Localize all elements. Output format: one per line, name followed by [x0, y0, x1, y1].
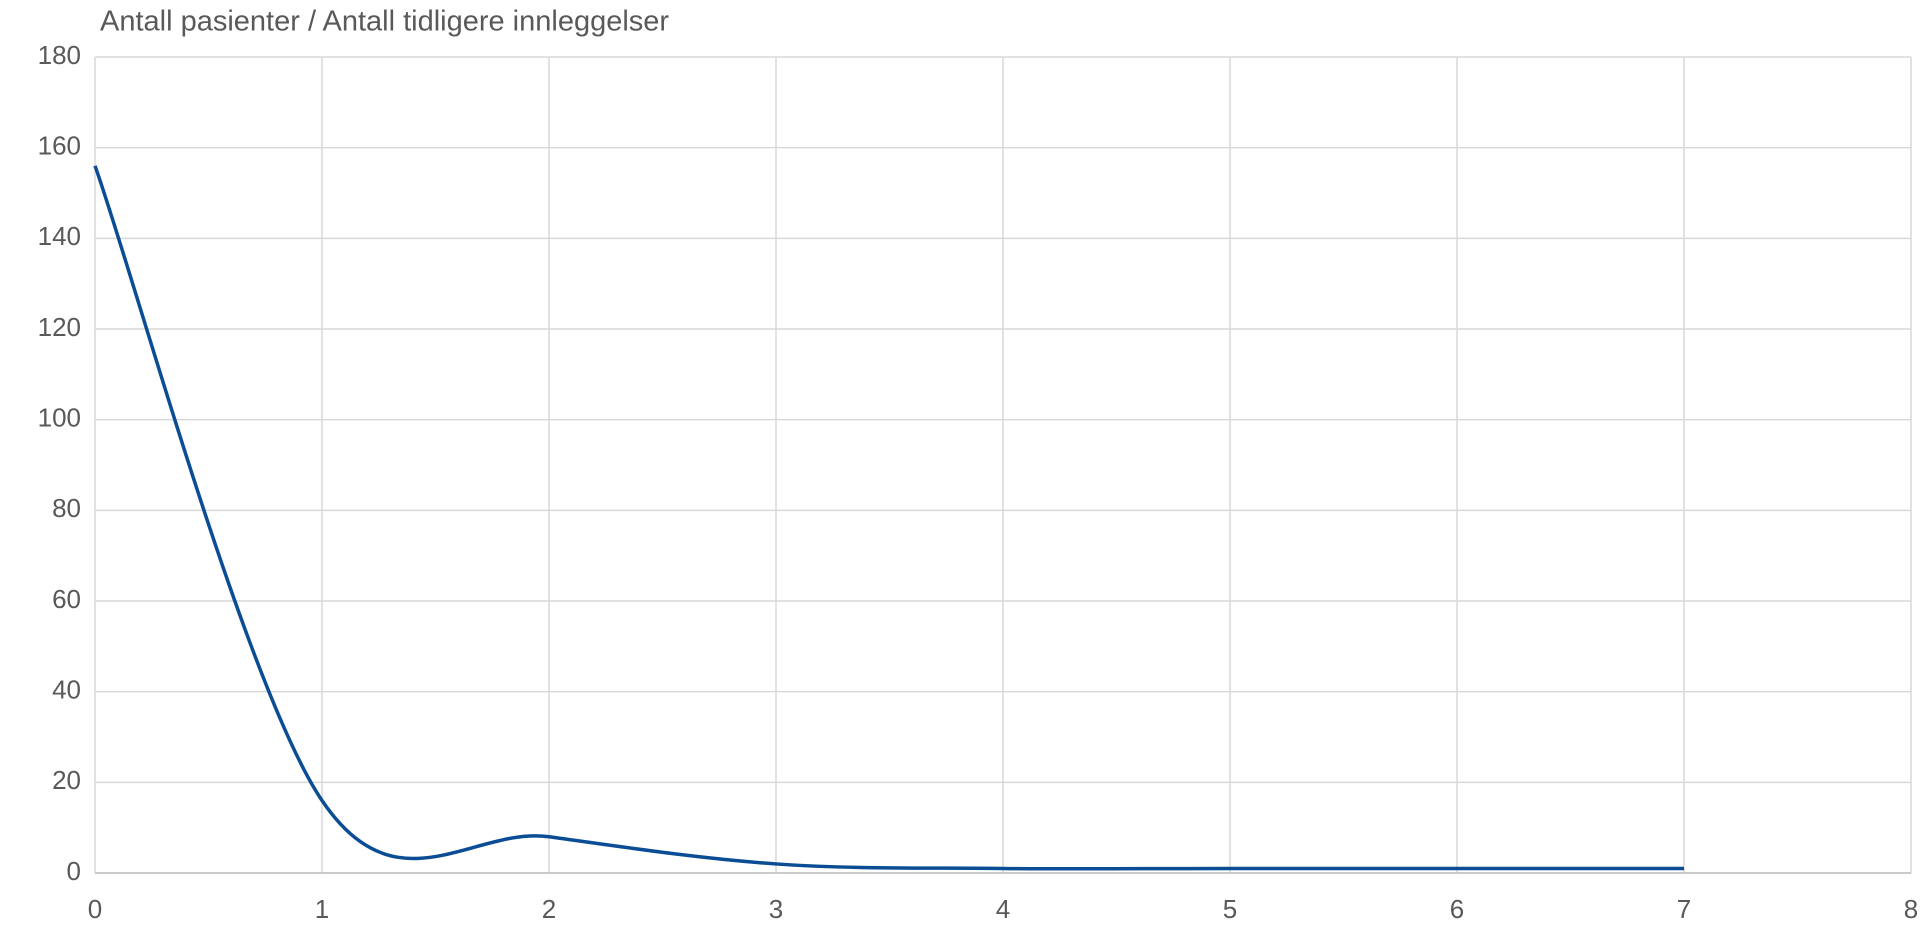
x-tick-label: 3: [769, 894, 783, 924]
x-tick-label: 0: [88, 894, 102, 924]
y-tick-label: 140: [38, 221, 81, 251]
x-tick-label: 6: [1450, 894, 1464, 924]
y-tick-label: 80: [52, 493, 81, 523]
x-tick-label: 7: [1677, 894, 1691, 924]
x-tick-label: 5: [1223, 894, 1237, 924]
y-tick-label: 0: [67, 856, 81, 886]
y-tick-label: 60: [52, 584, 81, 614]
x-tick-label: 1: [315, 894, 329, 924]
y-tick-label: 160: [38, 131, 81, 161]
y-tick-label: 180: [38, 40, 81, 70]
line: [93, 165, 1684, 871]
chart-title: Antall pasienter / Antall tidligere innl…: [100, 6, 669, 38]
x-tick-label: 2: [542, 894, 556, 924]
x-tick-label: 8: [1904, 894, 1918, 924]
y-tick-label: 100: [38, 403, 81, 433]
y-tick-label: 40: [52, 675, 81, 705]
y-tick-label: 120: [38, 312, 81, 342]
x-tick-label: 4: [996, 894, 1010, 924]
y-tick-label: 20: [52, 765, 81, 795]
